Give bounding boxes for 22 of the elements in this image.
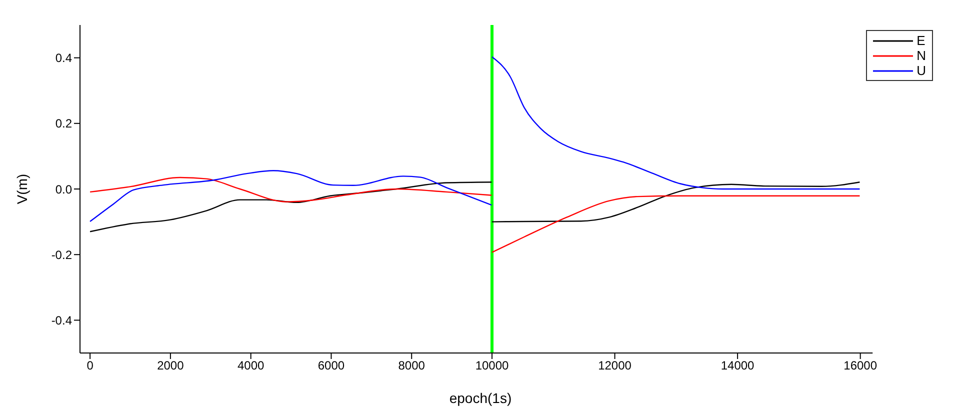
y-tick-label: 0.0	[55, 182, 72, 196]
x-axis-title: epoch(1s)	[448, 390, 513, 406]
x-tick-label: 16000	[844, 358, 878, 373]
line-series	[89, 176, 492, 202]
y-tick-label: 0.2	[55, 116, 72, 131]
legend-label: U	[916, 63, 926, 78]
y-tick-label: 0.4	[55, 51, 72, 66]
x-tick-label: 4000	[237, 358, 264, 373]
legend-label: E	[916, 33, 926, 48]
x-tick-label: 14000	[720, 358, 755, 373]
x-tick-label: 8000	[398, 358, 426, 373]
line-series	[89, 182, 492, 232]
x-tick-label: 12000	[598, 358, 632, 373]
legend-label: N	[916, 48, 926, 63]
line-series	[89, 170, 492, 222]
y-axis-title: V(m)	[14, 174, 30, 204]
x-tick-label: 6000	[318, 358, 345, 373]
y-tick-label: -0.4	[51, 313, 72, 328]
x-tick-label: 2000	[157, 358, 184, 373]
x-tick-label: 10000	[475, 358, 510, 373]
y-tick-label: -0.2	[51, 248, 72, 262]
x-tick-label: 0	[86, 358, 94, 373]
